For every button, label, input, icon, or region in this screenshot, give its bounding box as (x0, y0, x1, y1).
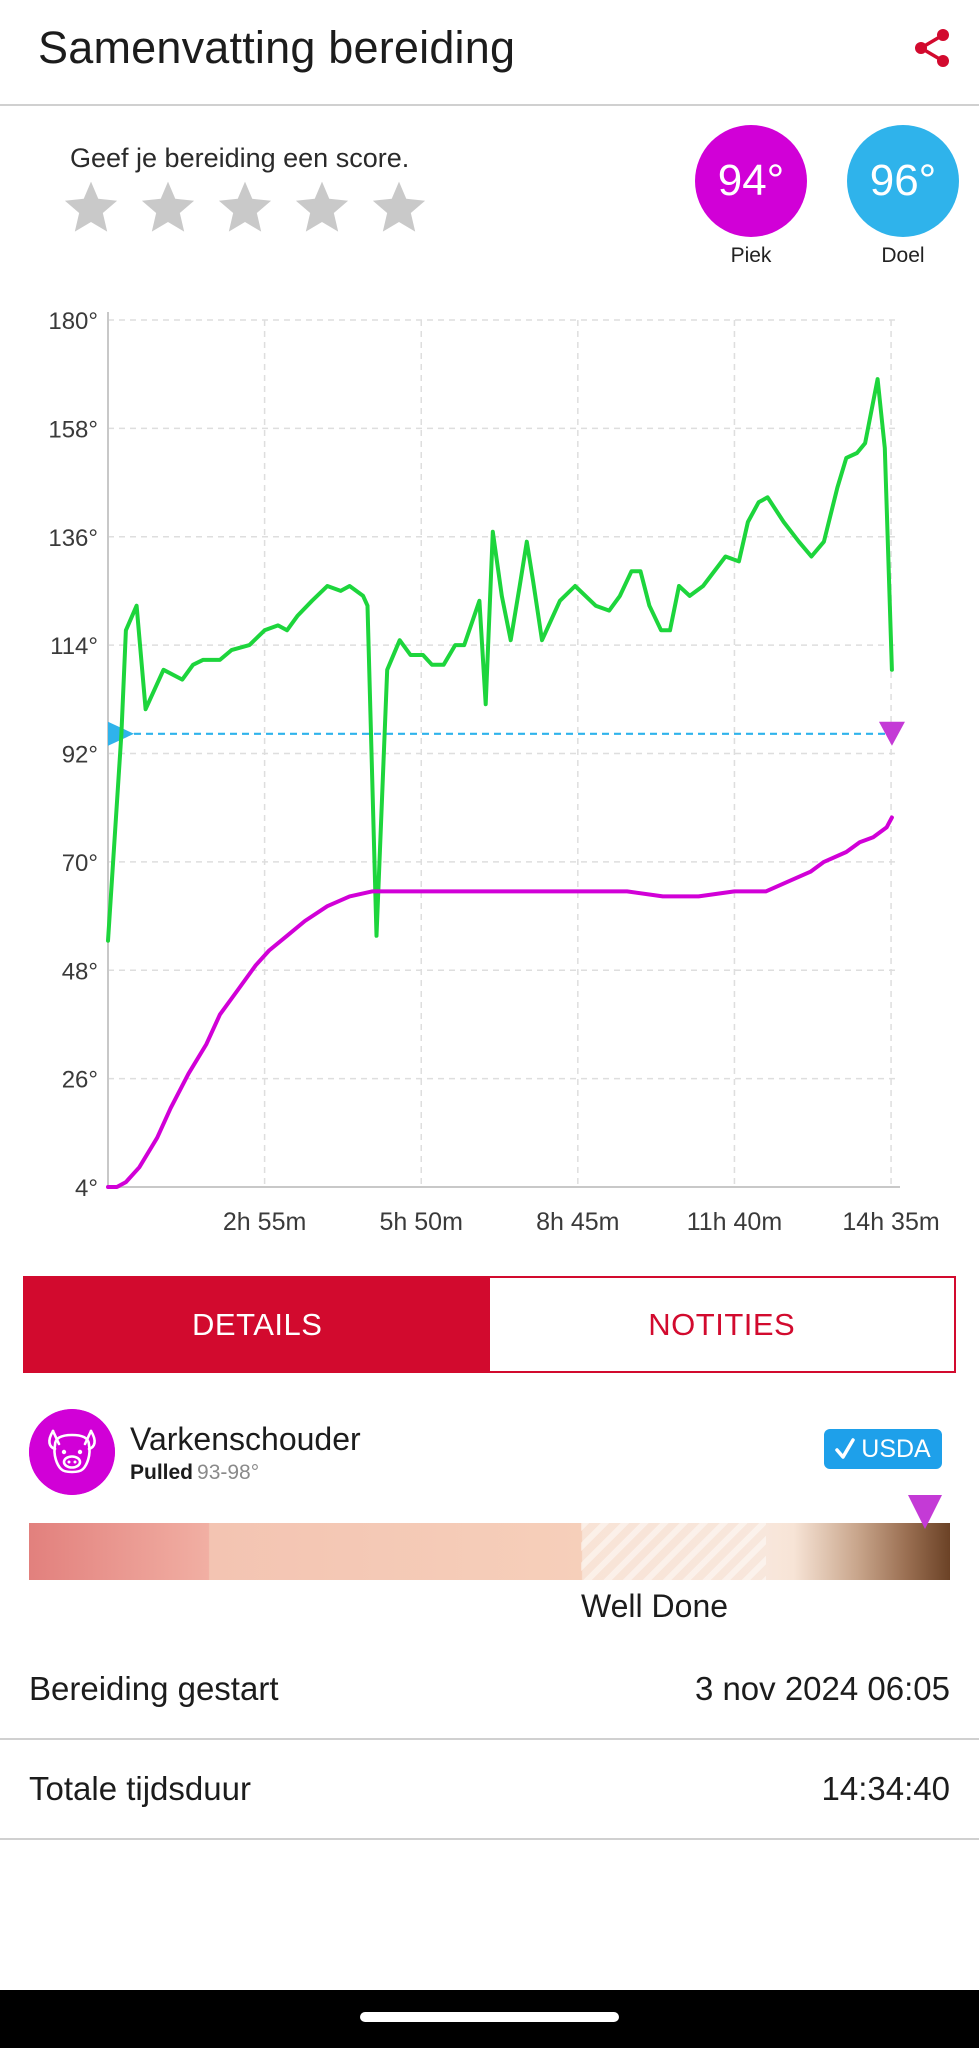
core-temp-line (106, 815, 894, 1189)
info-key: Totale tijdsduur (29, 1770, 251, 1807)
meat-name: Varkenschouder (130, 1421, 361, 1457)
share-icon[interactable] (910, 26, 954, 70)
peak-caption: Piek (730, 244, 772, 267)
x-tick-label: 14h 35m (842, 1208, 939, 1236)
tab-bar: DETAILS NOTITIES (23, 1276, 956, 1373)
check-icon (835, 1438, 856, 1459)
y-tick-label: 48° (62, 958, 98, 985)
target-caption: Doel (881, 244, 925, 267)
y-tick-label: 136° (48, 525, 98, 552)
info-key: Bereiding gestart (29, 1670, 279, 1707)
tab-details[interactable]: DETAILS (25, 1278, 490, 1371)
meat-style: Pulled 93-98° (130, 1461, 259, 1485)
home-handle[interactable] (360, 2012, 619, 2022)
doneness-label: Well Done (581, 1588, 729, 1624)
star-icon-1[interactable] (62, 178, 120, 236)
x-tick-label: 8h 45m (536, 1208, 619, 1236)
temperature-chart[interactable]: 4° 26° 48° 70° 92° 114° 136° 158° 180° 2h 55m 5h 5… (0, 290, 979, 1250)
y-tick-label: 92° (62, 742, 98, 769)
system-nav-bar (0, 1990, 979, 2048)
star-icon-3[interactable] (216, 178, 274, 236)
y-tick-label: 114° (50, 633, 98, 660)
doneness-marker-icon (908, 1495, 942, 1529)
y-tick-label: 158° (48, 416, 98, 443)
y-tick-label: 4° (75, 1175, 98, 1202)
x-tick-label: 5h 50m (380, 1208, 463, 1236)
page-title: Samenvatting bereiding (38, 22, 516, 73)
info-value: 14:34:40 (821, 1770, 950, 1807)
y-tick-label: 70° (62, 850, 98, 877)
star-icon-5[interactable] (370, 178, 428, 236)
star-icon-4[interactable] (293, 178, 351, 236)
core-end-marker-icon (878, 721, 905, 746)
usda-label: USDA (861, 1434, 931, 1463)
y-tick-label: 26° (62, 1067, 98, 1094)
cook-style: Pulled (130, 1461, 194, 1484)
x-tick-label: 11h 40m (687, 1208, 782, 1236)
temp-range: 93-98° (197, 1461, 260, 1484)
x-tick-label: 2h 55m (223, 1208, 306, 1236)
info-value: 3 nov 2024 06:05 (694, 1670, 950, 1707)
pig-icon (29, 1409, 115, 1495)
peak-temp-badge: 94° (695, 125, 807, 237)
star-rating[interactable] (62, 178, 428, 236)
app-header: Samenvatting bereiding (0, 0, 979, 106)
star-icon-2[interactable] (139, 178, 197, 236)
y-tick-label: 180° (48, 308, 98, 335)
doneness-bar (29, 1523, 950, 1580)
info-row-start: Bereiding gestart 3 nov 2024 06:05 (0, 1640, 979, 1740)
target-temp-badge: 96° (847, 125, 959, 237)
rating-label: Geef je bereiding een score. (70, 143, 410, 173)
ambient-temp-line (106, 377, 894, 943)
info-row-duration: Totale tijdsduur 14:34:40 (0, 1740, 979, 1840)
usda-badge: USDA (824, 1429, 942, 1469)
tab-notities[interactable]: NOTITIES (489, 1278, 954, 1371)
doneness-range-hatch (581, 1523, 766, 1580)
